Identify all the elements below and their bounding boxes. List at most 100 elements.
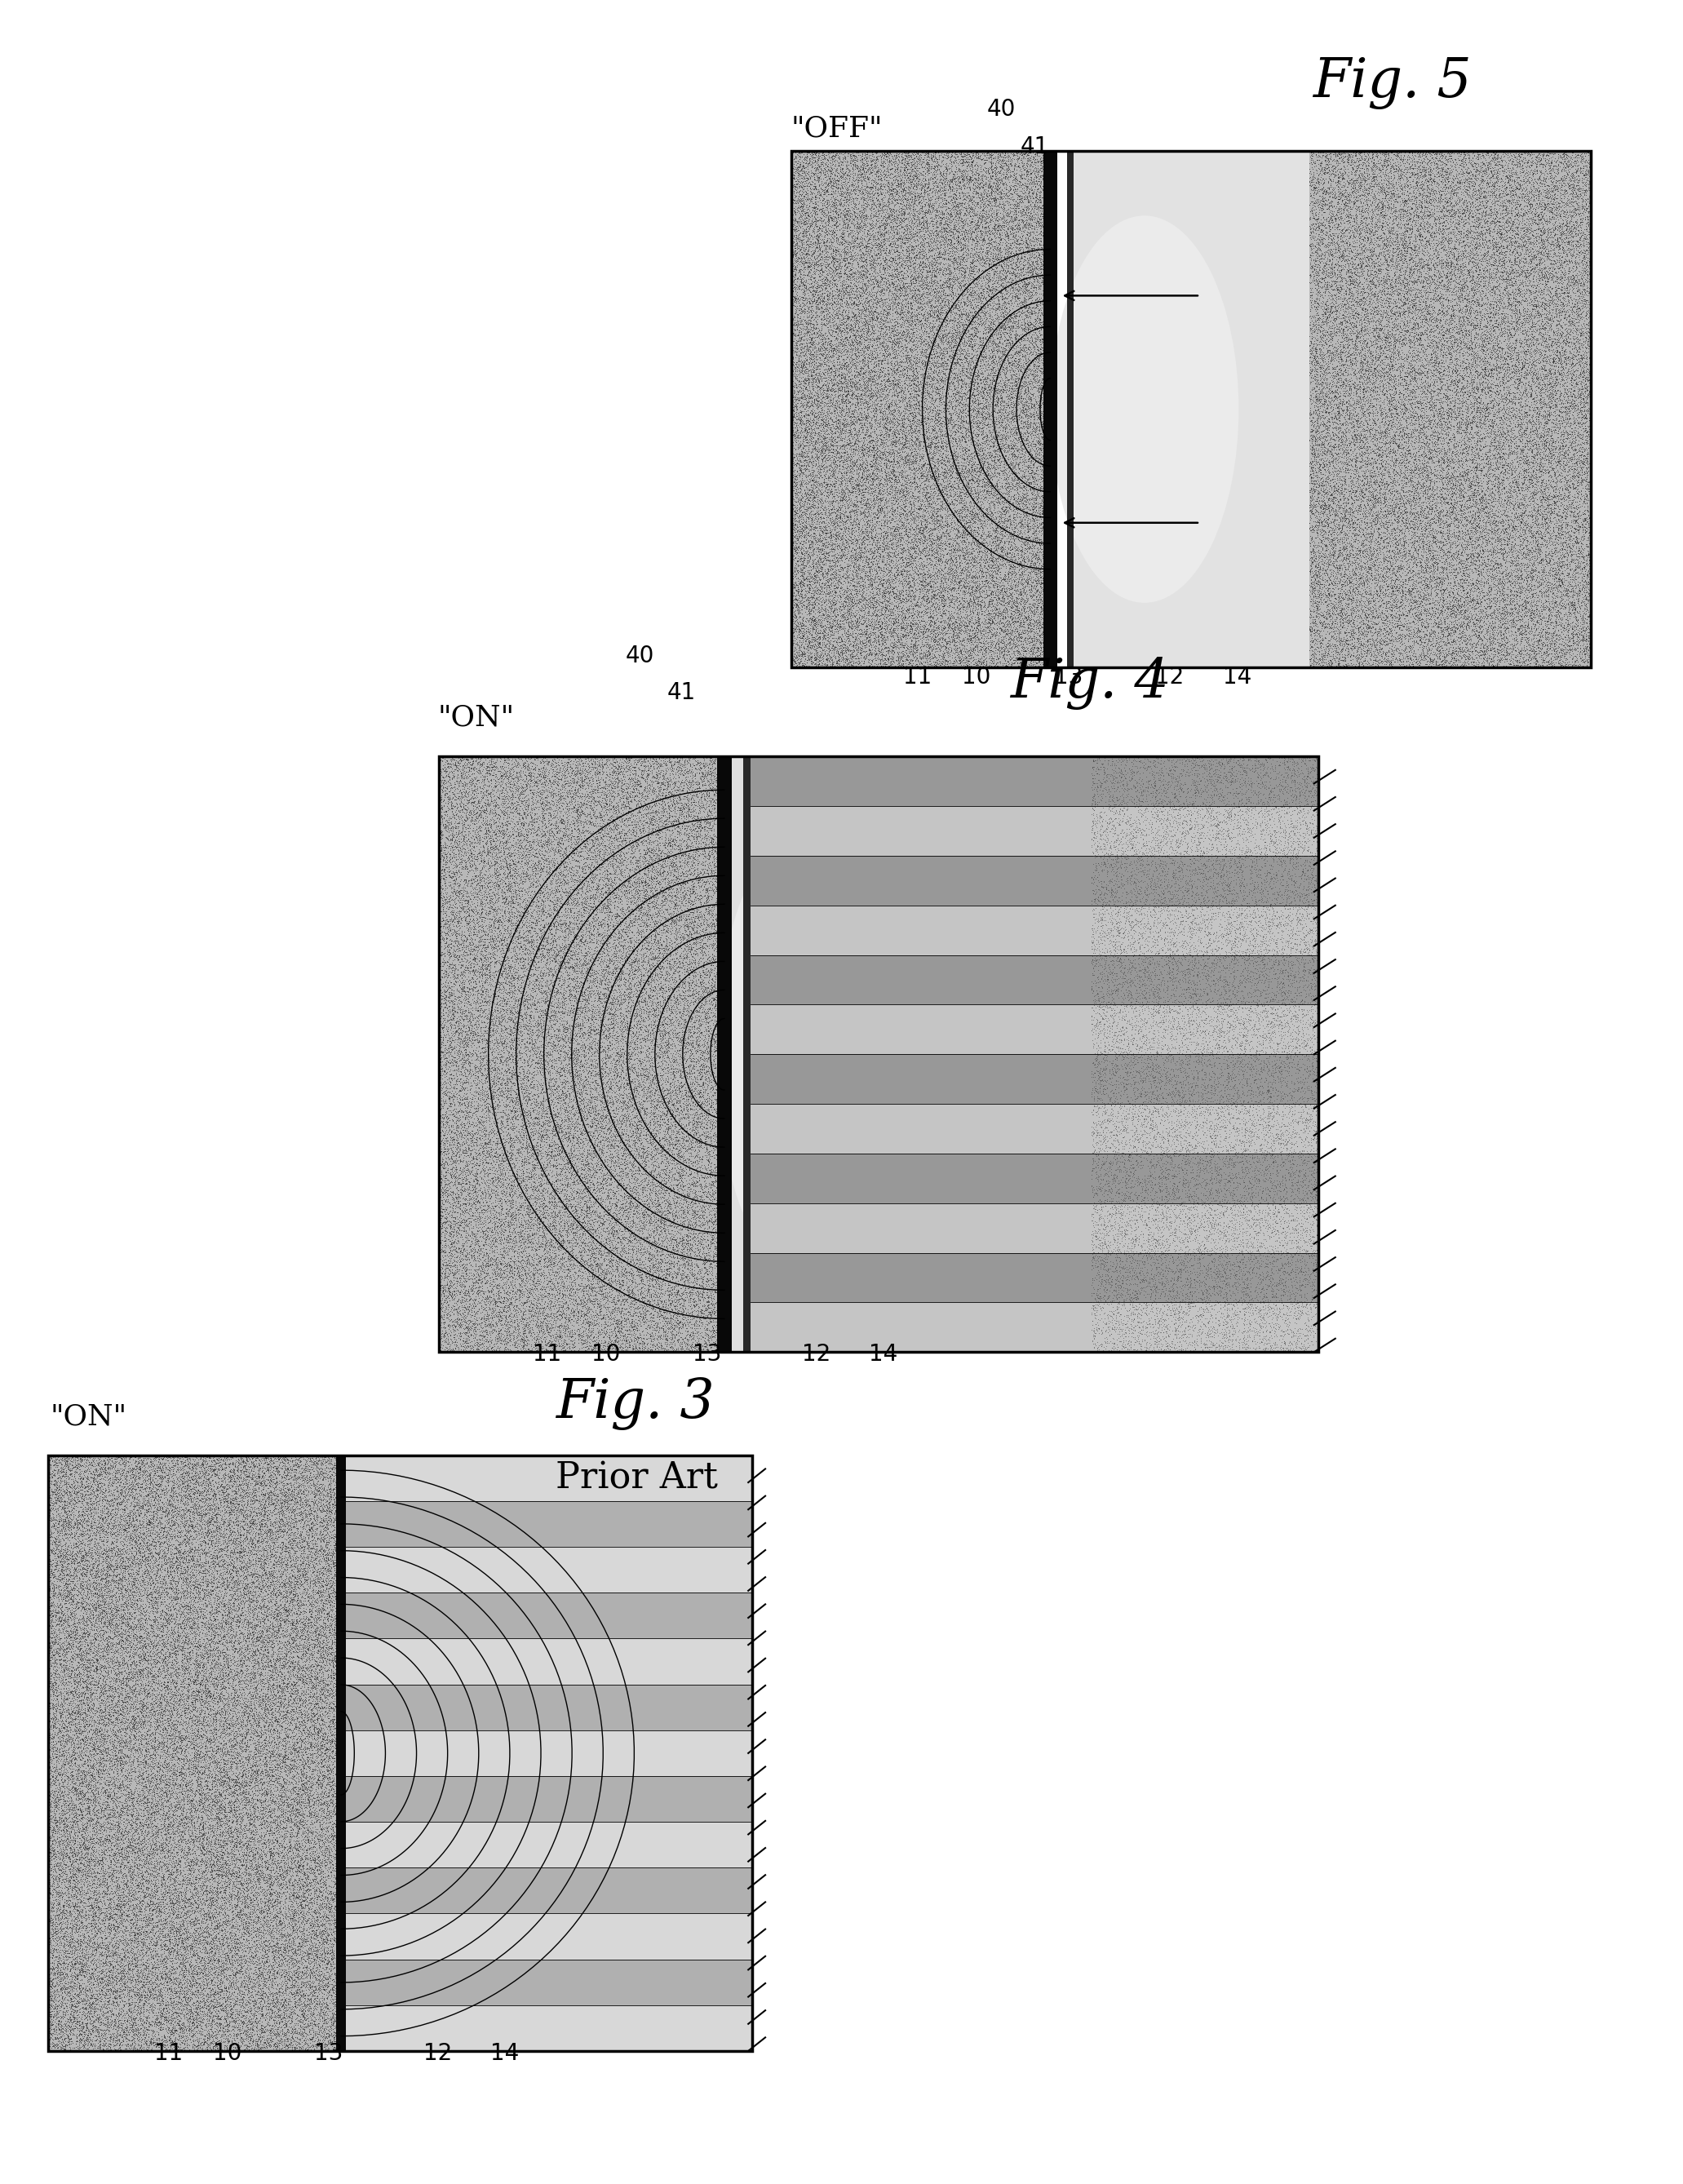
- Point: [1495, 332, 1521, 367]
- Point: [114, 1655, 141, 1690]
- Point: [1123, 1090, 1149, 1125]
- Point: [475, 1123, 502, 1158]
- Point: [1264, 1105, 1291, 1140]
- Point: [1557, 640, 1584, 675]
- Point: [160, 1559, 187, 1594]
- Point: [552, 935, 579, 970]
- Point: [907, 201, 934, 236]
- Point: [539, 1212, 565, 1247]
- Point: [976, 487, 1003, 522]
- Point: [919, 533, 946, 568]
- Point: [81, 1653, 108, 1688]
- Point: [1385, 446, 1412, 480]
- Point: [919, 321, 946, 356]
- Point: [157, 1483, 183, 1518]
- Point: [197, 1640, 224, 1675]
- Point: [136, 1701, 163, 1736]
- Point: [1308, 487, 1335, 522]
- Point: [252, 1937, 279, 1972]
- Point: [318, 1723, 345, 1758]
- Point: [170, 1734, 197, 1769]
- Point: [1227, 852, 1254, 887]
- Point: [840, 435, 867, 470]
- Point: [241, 1662, 268, 1697]
- Point: [682, 1002, 709, 1037]
- Point: [305, 1961, 332, 1996]
- Point: [197, 1845, 224, 1880]
- Point: [685, 994, 712, 1029]
- Point: [502, 1166, 528, 1201]
- Point: [308, 1645, 335, 1679]
- Point: [1495, 631, 1521, 666]
- Point: [796, 319, 823, 354]
- Point: [1466, 467, 1493, 502]
- Point: [1102, 1227, 1129, 1262]
- Point: [502, 909, 528, 943]
- Point: [300, 1607, 327, 1642]
- Point: [86, 1476, 113, 1511]
- Point: [648, 1310, 675, 1345]
- Point: [1564, 301, 1590, 336]
- Point: [1380, 190, 1407, 225]
- Point: [168, 1946, 195, 1981]
- Point: [1239, 909, 1266, 943]
- Point: [88, 1612, 114, 1647]
- Point: [512, 1297, 539, 1332]
- Point: [1318, 644, 1345, 679]
- Point: [45, 1607, 72, 1642]
- Point: [976, 207, 1003, 242]
- Point: [468, 1040, 495, 1075]
- Point: [971, 393, 998, 428]
- Point: [848, 555, 875, 590]
- Point: [488, 817, 515, 852]
- Point: [318, 1894, 345, 1928]
- Point: [1419, 393, 1446, 428]
- Point: [956, 496, 983, 531]
- Point: [530, 1262, 557, 1297]
- Point: [1520, 478, 1547, 513]
- Point: [813, 389, 840, 424]
- Point: [932, 513, 959, 548]
- Point: [1515, 314, 1542, 349]
- Point: [803, 448, 830, 483]
- Point: [295, 1749, 321, 1784]
- Point: [1420, 144, 1447, 179]
- Point: [698, 1112, 725, 1147]
- Point: [803, 347, 830, 382]
- Point: [281, 1496, 308, 1531]
- Point: [1424, 371, 1451, 406]
- Point: [502, 1042, 528, 1077]
- Point: [1091, 915, 1118, 950]
- Point: [690, 1081, 717, 1116]
- Point: [582, 954, 609, 989]
- Point: [794, 266, 821, 301]
- Point: [525, 1160, 552, 1195]
- Point: [1367, 559, 1394, 594]
- Point: [226, 1540, 252, 1575]
- Point: [813, 428, 840, 463]
- Point: [1473, 557, 1500, 592]
- Point: [1240, 911, 1267, 946]
- Point: [618, 1133, 645, 1168]
- Point: [252, 1664, 279, 1699]
- Point: [1170, 1293, 1197, 1328]
- Point: [42, 1736, 69, 1771]
- Point: [880, 537, 907, 572]
- Point: [581, 996, 608, 1031]
- Point: [116, 1854, 143, 1889]
- Point: [1091, 1286, 1118, 1321]
- Point: [892, 223, 919, 258]
- Point: [1409, 642, 1436, 677]
- Point: [224, 1448, 251, 1483]
- Point: [1414, 505, 1441, 539]
- Point: [1400, 583, 1427, 618]
- Point: [486, 1164, 513, 1199]
- Point: [138, 1837, 165, 1872]
- Point: [231, 1963, 257, 1998]
- Point: [332, 1723, 358, 1758]
- Point: [946, 568, 973, 603]
- Point: [232, 1446, 259, 1481]
- Point: [574, 981, 601, 1016]
- Point: [936, 518, 963, 553]
- Point: [1340, 472, 1367, 507]
